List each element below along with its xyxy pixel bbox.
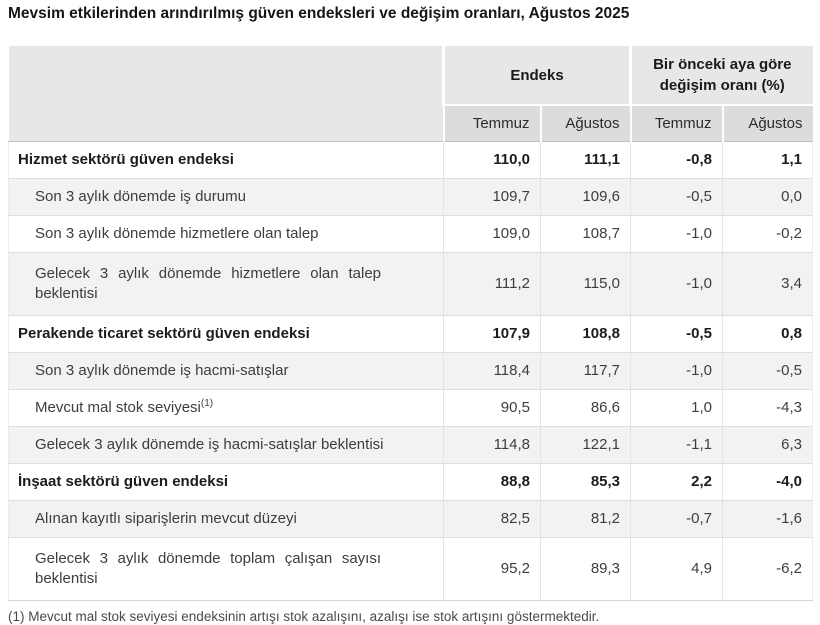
row-label: Gelecek 3 aylık dönemde iş hacmi-satışla… — [8, 426, 444, 464]
table-row: Gelecek 3 aylık dönemde hizmetlere olan … — [8, 252, 814, 316]
cell-endeks-agustos: 86,6 — [539, 389, 631, 427]
table-row: Alınan kayıtlı siparişlerin mevcut düzey… — [8, 500, 814, 538]
cell-endeks-agustos: 109,6 — [539, 178, 631, 216]
cell-endeks-temmuz: 107,9 — [443, 315, 541, 353]
table-row: Son 3 aylık dönemde iş hacmi-satışlar 11… — [8, 352, 814, 390]
cell-degisim-temmuz: -1,1 — [630, 426, 723, 464]
table-header: Endeks Bir önceki aya göre değişim oranı… — [8, 46, 813, 142]
cell-degisim-temmuz: 1,0 — [630, 389, 723, 427]
cell-endeks-agustos: 115,0 — [539, 252, 631, 316]
page-title: Mevsim etkilerinden arındırılmış güven e… — [8, 5, 630, 22]
cell-endeks-temmuz: 118,4 — [443, 352, 541, 390]
cell-endeks-agustos: 122,1 — [539, 426, 631, 464]
section-row-perakende: Perakende ticaret sektörü güven endeksi … — [8, 315, 814, 353]
cell-endeks-temmuz: 109,0 — [443, 215, 541, 253]
cell-degisim-agustos: 6,3 — [722, 426, 814, 464]
cell-endeks-agustos: 89,3 — [539, 537, 631, 601]
cell-degisim-agustos: 3,4 — [722, 252, 814, 316]
subheader-degisim-temmuz: Temmuz — [629, 105, 723, 142]
row-label: Gelecek 3 aylık dönemde toplam çalışan s… — [8, 537, 444, 601]
row-label-text: Mevcut mal stok seviyesi — [35, 398, 201, 416]
cell-degisim-temmuz: 4,9 — [630, 537, 723, 601]
cell-endeks-agustos: 108,8 — [539, 315, 631, 353]
cell-degisim-agustos: -1,6 — [722, 500, 814, 538]
table-row: Son 3 aylık dönemde iş durumu 109,7 109,… — [8, 178, 814, 216]
row-label: Gelecek 3 aylık dönemde hizmetlere olan … — [8, 252, 444, 316]
subheader-degisim-agustos: Ağustos — [721, 105, 813, 142]
cell-degisim-agustos: -4,0 — [722, 463, 814, 501]
cell-degisim-agustos: -4,3 — [722, 389, 814, 427]
cell-endeks-temmuz: 111,2 — [443, 252, 541, 316]
section-row-hizmet: Hizmet sektörü güven endeksi 110,0 111,1… — [8, 141, 814, 179]
cell-endeks-agustos: 85,3 — [539, 463, 631, 501]
cell-degisim-temmuz: -0,5 — [630, 315, 723, 353]
subheader-endeks-temmuz: Temmuz — [442, 105, 541, 142]
header-corner-cell — [8, 46, 444, 142]
cell-endeks-temmuz: 82,5 — [443, 500, 541, 538]
cell-degisim-temmuz: -0,8 — [630, 141, 723, 179]
cell-degisim-temmuz: -0,7 — [630, 500, 723, 538]
cell-degisim-temmuz: -1,0 — [630, 252, 723, 316]
row-label: Son 3 aylık dönemde hizmetlere olan tale… — [8, 215, 444, 253]
cell-degisim-agustos: 0,8 — [722, 315, 814, 353]
section-row-insaat: İnşaat sektörü güven endeksi 88,8 85,3 2… — [8, 463, 814, 501]
cell-degisim-temmuz: -1,0 — [630, 215, 723, 253]
cell-degisim-agustos: 1,1 — [722, 141, 814, 179]
row-label: Alınan kayıtlı siparişlerin mevcut düzey… — [8, 500, 444, 538]
cell-degisim-temmuz: -1,0 — [630, 352, 723, 390]
row-label: Perakende ticaret sektörü güven endeksi — [8, 315, 444, 353]
cell-endeks-temmuz: 90,5 — [443, 389, 541, 427]
cell-degisim-agustos: -6,2 — [722, 537, 814, 601]
cell-endeks-temmuz: 109,7 — [443, 178, 541, 216]
row-label: Hizmet sektörü güven endeksi — [8, 141, 444, 179]
confidence-index-table: Endeks Bir önceki aya göre değişim oranı… — [8, 46, 814, 601]
cell-endeks-agustos: 117,7 — [539, 352, 631, 390]
header-group-row: Endeks Bir önceki aya göre değişim oranı… — [8, 46, 813, 142]
cell-endeks-temmuz: 114,8 — [443, 426, 541, 464]
cell-degisim-agustos: -0,2 — [722, 215, 814, 253]
row-label: İnşaat sektörü güven endeksi — [8, 463, 444, 501]
cell-degisim-temmuz: 2,2 — [630, 463, 723, 501]
row-label: Mevcut mal stok seviyesi(1) — [8, 389, 444, 427]
table-body: Hizmet sektörü güven endeksi 110,0 111,1… — [8, 141, 814, 601]
cell-degisim-agustos: 0,0 — [722, 178, 814, 216]
header-group-degisim: Bir önceki aya göre değişim oranı (%) — [629, 46, 813, 106]
table-row: Gelecek 3 aylık dönemde iş hacmi-satışla… — [8, 426, 814, 464]
cell-endeks-agustos: 81,2 — [539, 500, 631, 538]
header-sub-row: Temmuz Ağustos Temmuz Ağustos — [9, 105, 813, 142]
table-row: Gelecek 3 aylık dönemde toplam çalışan s… — [8, 537, 814, 601]
header-group-endeks: Endeks — [441, 46, 631, 106]
row-label: Son 3 aylık dönemde iş hacmi-satışlar — [8, 352, 444, 390]
subheader-endeks-agustos: Ağustos — [539, 105, 631, 142]
cell-endeks-agustos: 111,1 — [539, 141, 631, 179]
table-row: Son 3 aylık dönemde hizmetlere olan tale… — [8, 215, 814, 253]
cell-endeks-temmuz: 110,0 — [443, 141, 541, 179]
row-label: Son 3 aylık dönemde iş durumu — [8, 178, 444, 216]
cell-endeks-temmuz: 95,2 — [443, 537, 541, 601]
cell-degisim-agustos: -0,5 — [722, 352, 814, 390]
cell-degisim-temmuz: -0,5 — [630, 178, 723, 216]
footnote-ref: (1) — [200, 397, 214, 409]
cell-endeks-temmuz: 88,8 — [443, 463, 541, 501]
cell-endeks-agustos: 108,7 — [539, 215, 631, 253]
footnote: (1) Mevcut mal stok seviyesi endeksinin … — [8, 608, 600, 624]
table-row: Mevcut mal stok seviyesi(1) 90,5 86,6 1,… — [8, 389, 814, 427]
